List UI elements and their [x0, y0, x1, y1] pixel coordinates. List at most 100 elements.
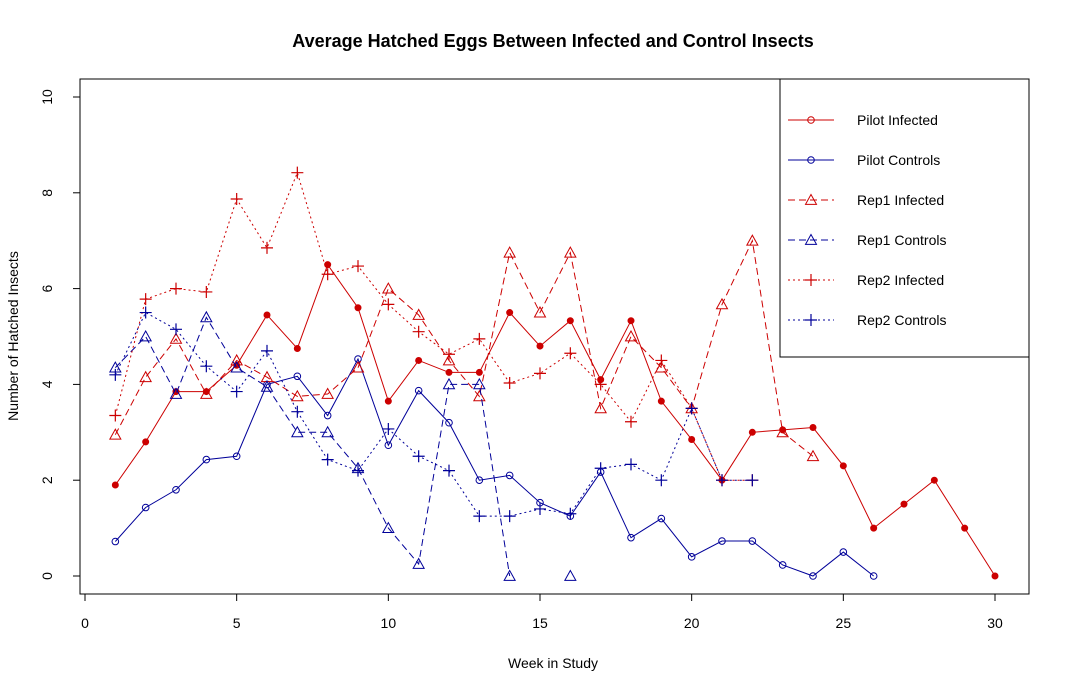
- data-point-plus: [564, 507, 577, 520]
- data-point-plus: [139, 293, 152, 306]
- data-point-triangle: [472, 389, 486, 402]
- data-point-plus: [443, 348, 455, 361]
- x-tick-label: 20: [684, 615, 700, 631]
- data-point-plus: [805, 314, 817, 326]
- data-point-circle: [263, 311, 271, 319]
- data-point-triangle: [230, 361, 244, 373]
- data-point-circle: [232, 452, 241, 461]
- data-point-triangle: [412, 308, 426, 320]
- data-point-plus: [109, 368, 122, 381]
- data-point-plus: [534, 502, 546, 515]
- data-point-plus: [230, 193, 243, 206]
- x-tick-label: 0: [81, 615, 89, 631]
- y-tick-label: 2: [39, 476, 55, 484]
- data-point-plus: [200, 360, 213, 373]
- data-point-circle: [445, 418, 453, 427]
- data-point-triangle: [442, 353, 456, 366]
- chart-title: Average Hatched Eggs Between Infected an…: [292, 31, 813, 51]
- series-rep1-controls: [108, 310, 577, 581]
- x-tick-label: 30: [987, 615, 1003, 631]
- data-point-plus: [382, 422, 395, 435]
- y-tick-label: 10: [39, 89, 55, 105]
- data-point-triangle: [381, 521, 395, 533]
- data-point-triangle: [503, 569, 517, 581]
- series-line: [114, 171, 753, 481]
- data-point-plus: [805, 274, 817, 286]
- data-point-circle: [293, 344, 301, 352]
- data-point-plus: [594, 462, 607, 475]
- data-point-plus: [321, 268, 334, 281]
- data-point-triangle: [533, 306, 547, 318]
- data-point-plus: [291, 166, 304, 179]
- data-point-circle: [111, 537, 120, 546]
- data-point-plus: [321, 453, 334, 466]
- data-point-circle: [475, 368, 483, 376]
- data-point-circle: [414, 386, 423, 395]
- data-point-plus: [352, 260, 364, 273]
- series-line: [114, 311, 753, 517]
- data-point-circle: [930, 476, 938, 484]
- data-point-plus: [382, 298, 395, 311]
- data-point-plus: [170, 282, 182, 295]
- data-point-triangle: [139, 329, 153, 342]
- data-point-circle: [142, 438, 150, 446]
- series-line: [114, 263, 996, 577]
- data-point-plus: [139, 306, 152, 319]
- y-tick-label: 0: [39, 572, 55, 580]
- data-point-triangle: [654, 361, 668, 373]
- data-point-plus: [534, 367, 546, 380]
- series-line: [114, 239, 814, 457]
- data-point-circle: [809, 424, 817, 432]
- data-point-circle: [536, 342, 544, 350]
- legend-label: Pilot Controls: [857, 152, 940, 168]
- data-point-triangle: [199, 387, 213, 399]
- y-tick-label: 4: [39, 380, 55, 388]
- series-line: [114, 357, 874, 577]
- data-point-triangle: [381, 282, 395, 294]
- legend-label: Rep1 Controls: [857, 232, 947, 248]
- y-tick-label: 6: [39, 284, 55, 292]
- data-point-triangle: [442, 377, 456, 390]
- data-point-circle: [627, 533, 635, 542]
- series-rep2-infected: [109, 166, 759, 487]
- data-point-circle: [445, 368, 453, 376]
- data-point-circle: [415, 356, 423, 364]
- data-point-plus: [261, 344, 273, 357]
- data-point-triangle: [624, 329, 638, 342]
- data-point-triangle: [594, 401, 608, 414]
- data-point-circle: [506, 309, 514, 317]
- data-point-plus: [261, 241, 273, 254]
- legend-label: Pilot Infected: [857, 112, 938, 128]
- series-pilot-controls: [111, 355, 878, 580]
- data-point-plus: [170, 323, 182, 336]
- data-point-plus: [291, 405, 304, 418]
- data-point-circle: [111, 481, 119, 489]
- data-point-triangle: [563, 569, 577, 581]
- data-point-plus: [412, 450, 425, 463]
- series-line: [114, 316, 511, 577]
- data-point-triangle: [260, 380, 274, 392]
- data-point-triangle: [169, 332, 183, 344]
- data-point-triangle: [776, 425, 790, 438]
- data-point-triangle: [806, 449, 820, 462]
- data-point-triangle: [169, 387, 183, 399]
- data-point-plus: [230, 385, 243, 398]
- x-tick-label: 5: [233, 615, 241, 631]
- data-point-plus: [625, 458, 637, 471]
- x-axis-label: Week in Study: [508, 655, 598, 671]
- data-point-circle: [688, 435, 696, 443]
- data-point-plus: [564, 347, 577, 360]
- data-point-plus: [352, 464, 364, 477]
- data-point-circle: [687, 553, 696, 561]
- data-point-circle: [384, 441, 393, 450]
- data-point-circle: [202, 455, 211, 464]
- data-point-circle: [354, 304, 362, 312]
- series-rep2-controls: [109, 306, 759, 523]
- legend: Pilot Infected Pilot Controls Rep1 Infecte…: [779, 78, 1030, 358]
- data-point-circle: [384, 397, 392, 405]
- data-point-plus: [685, 402, 698, 415]
- x-tick-label: 10: [381, 615, 397, 631]
- data-point-triangle: [108, 428, 122, 440]
- data-point-plus: [655, 354, 668, 367]
- x-tick-label: 25: [836, 615, 852, 631]
